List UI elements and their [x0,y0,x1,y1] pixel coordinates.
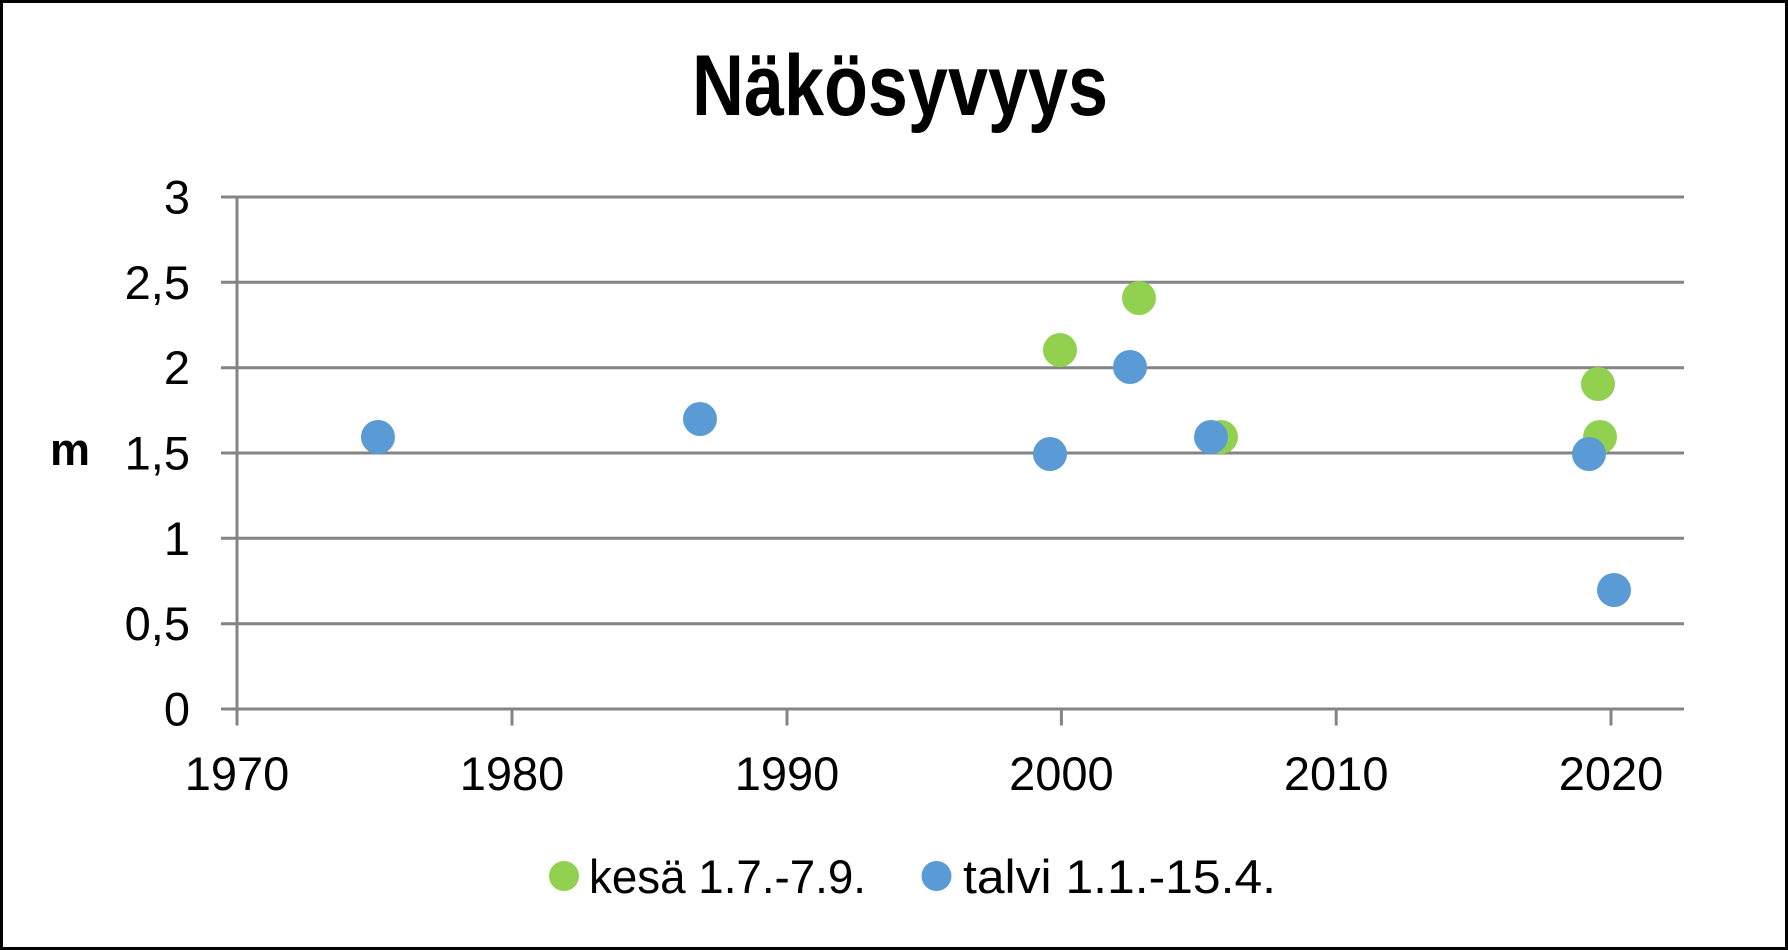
svg-text:3: 3 [164,171,190,224]
svg-text:m: m [50,424,90,475]
svg-text:1,5: 1,5 [125,427,190,480]
svg-text:2,5: 2,5 [125,256,190,309]
svg-text:talvi 1.1.-15.4.: talvi 1.1.-15.4. [963,850,1276,903]
svg-text:2: 2 [164,341,190,394]
svg-text:1980: 1980 [460,747,565,800]
svg-text:2000: 2000 [1009,747,1114,800]
svg-text:2020: 2020 [1559,747,1664,800]
svg-text:1990: 1990 [735,747,840,800]
svg-text:kesä 1.7.-7.9.: kesä 1.7.-7.9. [589,850,866,903]
svg-text:2010: 2010 [1284,747,1389,800]
svg-text:1: 1 [164,512,190,565]
svg-text:0,5: 0,5 [125,597,190,650]
svg-text:0: 0 [164,683,190,736]
svg-text:1970: 1970 [185,747,290,800]
svg-text:Näkösyvyys: Näkösyvyys [692,38,1108,134]
